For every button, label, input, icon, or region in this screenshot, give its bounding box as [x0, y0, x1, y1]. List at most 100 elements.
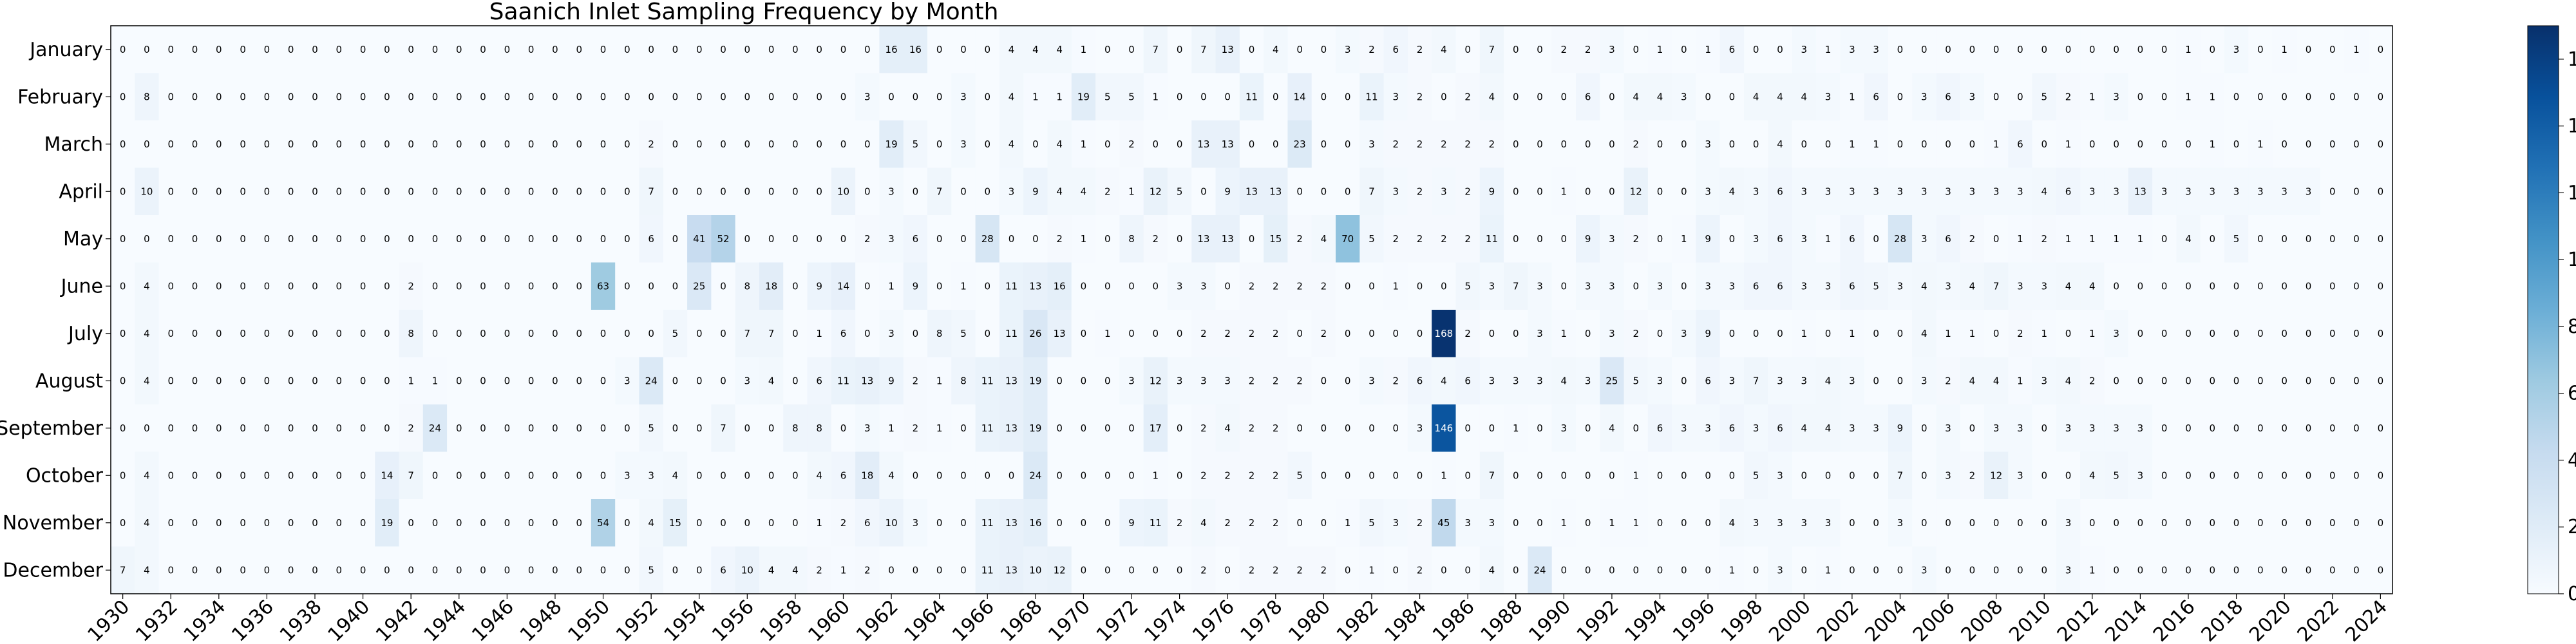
heatmap-cell — [182, 73, 207, 121]
heatmap-cell — [135, 120, 160, 169]
cell-value-label: 0 — [312, 138, 318, 150]
cell-value-label: 0 — [2378, 91, 2384, 102]
cell-value-label: 0 — [480, 233, 486, 245]
heatmap-cell — [1095, 546, 1120, 594]
cell-value-label: 6 — [1849, 233, 1855, 245]
cell-value-label: 0 — [2378, 422, 2384, 434]
cell-value-label: 0 — [1224, 91, 1231, 102]
heatmap-cell — [687, 546, 712, 594]
heatmap-cell — [1432, 451, 1457, 500]
heatmap-cell — [495, 404, 520, 453]
cell-value-label: 2 — [1273, 422, 1279, 434]
cell-value-label: 3 — [913, 517, 919, 529]
cell-value-label: 3 — [2113, 185, 2119, 197]
cell-value-label: 4 — [1633, 91, 1639, 102]
cell-value-label: 0 — [1537, 185, 1543, 197]
heatmap-cell — [2296, 546, 2321, 594]
heatmap-cell — [1407, 262, 1432, 310]
cell-value-label: 4 — [144, 328, 150, 339]
heatmap-cell — [567, 26, 592, 74]
cell-value-label: 0 — [1177, 233, 1183, 245]
heatmap-cell — [1792, 404, 1817, 453]
heatmap-cell — [1119, 167, 1144, 216]
cell-value-label: 0 — [672, 91, 679, 102]
cell-value-label: 0 — [1464, 469, 1471, 481]
cell-value-label: 0 — [1513, 517, 1519, 529]
heatmap-cell — [1672, 546, 1697, 594]
cell-value-label: 3 — [1609, 233, 1615, 245]
heatmap-cell — [158, 546, 184, 594]
cell-value-label: 1 — [1561, 185, 1567, 197]
cell-value-label: 0 — [936, 91, 943, 102]
cell-value-label: 3 — [888, 185, 895, 197]
heatmap-cell — [735, 262, 760, 310]
heatmap-cell — [1407, 310, 1432, 358]
cell-value-label: 10 — [1029, 564, 1041, 576]
x-tick-label: 1934 — [180, 596, 231, 644]
heatmap-cell — [1672, 167, 1697, 216]
heatmap-cell — [1551, 262, 1577, 310]
cell-value-label: 0 — [600, 91, 607, 102]
heatmap-cell — [999, 215, 1024, 263]
heatmap-cell — [1815, 26, 1841, 74]
heatmap-cell — [447, 73, 472, 121]
heatmap-cell — [2296, 73, 2321, 121]
cell-value-label: 2 — [1224, 517, 1231, 529]
heatmap-cell — [1696, 310, 1721, 358]
cell-value-label: 0 — [1681, 375, 1687, 386]
heatmap-cell — [327, 404, 352, 453]
heatmap-cell — [471, 499, 496, 547]
heatmap-cell — [1143, 73, 1168, 121]
heatmap-cell — [759, 167, 784, 216]
cell-value-label: 4 — [672, 469, 679, 481]
heatmap-cell — [1672, 262, 1697, 310]
cell-value-label: 0 — [792, 517, 799, 529]
heatmap-cell — [279, 262, 303, 310]
cell-value-label: 4 — [144, 469, 150, 481]
cell-value-label: 0 — [648, 44, 654, 55]
heatmap-cell — [1936, 546, 1961, 594]
cell-value-label: 0 — [744, 517, 751, 529]
cell-value-label: 0 — [2233, 91, 2240, 102]
heatmap-cell — [1864, 357, 1889, 405]
cell-value-label: 0 — [1969, 44, 1976, 55]
heatmap-cell — [447, 499, 472, 547]
heatmap-cell — [1624, 262, 1649, 310]
cell-value-label: 0 — [552, 517, 558, 529]
cell-value-label: 0 — [504, 517, 511, 529]
cell-value-label: 0 — [552, 185, 558, 197]
cell-value-label: 0 — [2233, 280, 2240, 292]
cell-value-label: 7 — [1993, 280, 2000, 292]
cell-value-label: 0 — [384, 44, 390, 55]
cell-value-label: 0 — [552, 328, 558, 339]
heatmap-cell — [639, 215, 664, 263]
heatmap-cell — [375, 26, 400, 74]
heatmap-cell — [231, 215, 256, 263]
heatmap-cell — [1455, 26, 1481, 74]
heatmap-cell — [1143, 262, 1168, 310]
cell-value-label: 0 — [2017, 44, 2023, 55]
cell-value-label: 3 — [1729, 280, 1736, 292]
cell-value-label: 0 — [576, 375, 582, 386]
cell-value-label: 3 — [1825, 91, 1832, 102]
heatmap-cell — [471, 167, 496, 216]
cell-value-label: 0 — [360, 185, 366, 197]
heatmap-cell — [1744, 546, 1768, 594]
heatmap-cell — [1191, 120, 1217, 169]
heatmap-cell — [1888, 215, 1913, 263]
heatmap-cell — [111, 404, 135, 453]
cell-value-label: 0 — [528, 280, 535, 292]
heatmap-cell — [1744, 499, 1768, 547]
cell-value-label: 7 — [1489, 44, 1495, 55]
heatmap-cell — [2296, 499, 2321, 547]
cell-value-label: 0 — [792, 328, 799, 339]
heatmap-cell — [1504, 73, 1528, 121]
cell-value-label: 0 — [2329, 44, 2336, 55]
cell-value-label: 0 — [144, 233, 150, 245]
cell-value-label: 2 — [2089, 375, 2096, 386]
cell-value-label: 1 — [1825, 44, 1832, 55]
cell-value-label: 1 — [2089, 564, 2096, 576]
heatmap-cell — [807, 310, 832, 358]
cell-value-label: 0 — [192, 328, 198, 339]
heatmap-cell — [951, 357, 976, 405]
